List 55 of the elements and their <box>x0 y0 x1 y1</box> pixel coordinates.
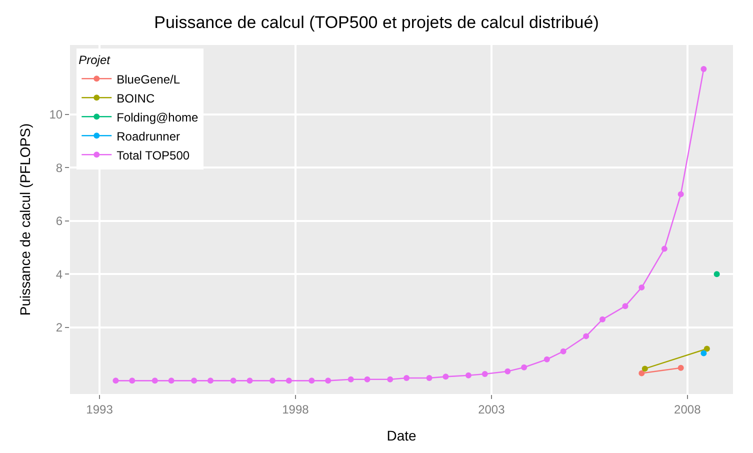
x-tick-label: 1998 <box>282 402 310 416</box>
x-axis-title: Date <box>386 428 416 444</box>
legend-title: Projet <box>78 53 111 68</box>
point <box>504 368 511 374</box>
x-tick-label: 2003 <box>478 402 506 416</box>
point <box>465 372 472 378</box>
point <box>207 378 214 384</box>
y-tick-label: 2 <box>56 320 63 335</box>
x-tick-label: 1993 <box>86 402 114 416</box>
y-tick-label: 4 <box>56 267 63 282</box>
point <box>286 378 292 384</box>
y-tick-label: 10 <box>49 107 63 122</box>
point <box>678 364 684 371</box>
chart-title: Puissance de calcul (TOP500 et projets de calcul distribué) <box>154 12 599 32</box>
point <box>642 366 648 372</box>
point <box>404 375 410 382</box>
point <box>129 378 136 384</box>
point <box>700 66 707 72</box>
legend-label: BOINC <box>116 91 155 106</box>
legend-label: Total TOP500 <box>116 148 190 162</box>
point <box>270 378 276 384</box>
point <box>348 376 354 382</box>
point <box>482 371 488 378</box>
point <box>714 271 720 278</box>
point <box>700 350 707 356</box>
point <box>583 333 590 340</box>
point <box>442 374 449 380</box>
point <box>364 376 370 382</box>
point <box>521 364 528 370</box>
point <box>544 356 550 362</box>
y-tick-label: 6 <box>56 214 63 228</box>
legend-label: Folding@home <box>116 110 199 124</box>
point <box>600 316 606 322</box>
point <box>638 370 645 376</box>
legend-label: Roadrunner <box>116 129 180 144</box>
point <box>387 376 394 382</box>
point <box>230 378 236 384</box>
point <box>622 303 628 310</box>
point <box>325 378 332 384</box>
point <box>112 378 119 384</box>
point <box>152 378 158 384</box>
legend-label: BlueGene/L <box>116 72 180 86</box>
y-tick-label: 8 <box>56 160 63 175</box>
point <box>704 346 710 352</box>
point <box>426 375 432 382</box>
x-tick-label: 2008 <box>674 402 702 416</box>
point <box>246 378 253 384</box>
point <box>638 284 645 290</box>
point <box>678 191 684 198</box>
point <box>168 378 174 384</box>
point <box>308 378 315 384</box>
point <box>661 246 668 252</box>
point <box>560 348 566 354</box>
y-axis-title: Puissance de calcul (PFLOPS) <box>16 123 33 316</box>
point <box>191 378 198 384</box>
